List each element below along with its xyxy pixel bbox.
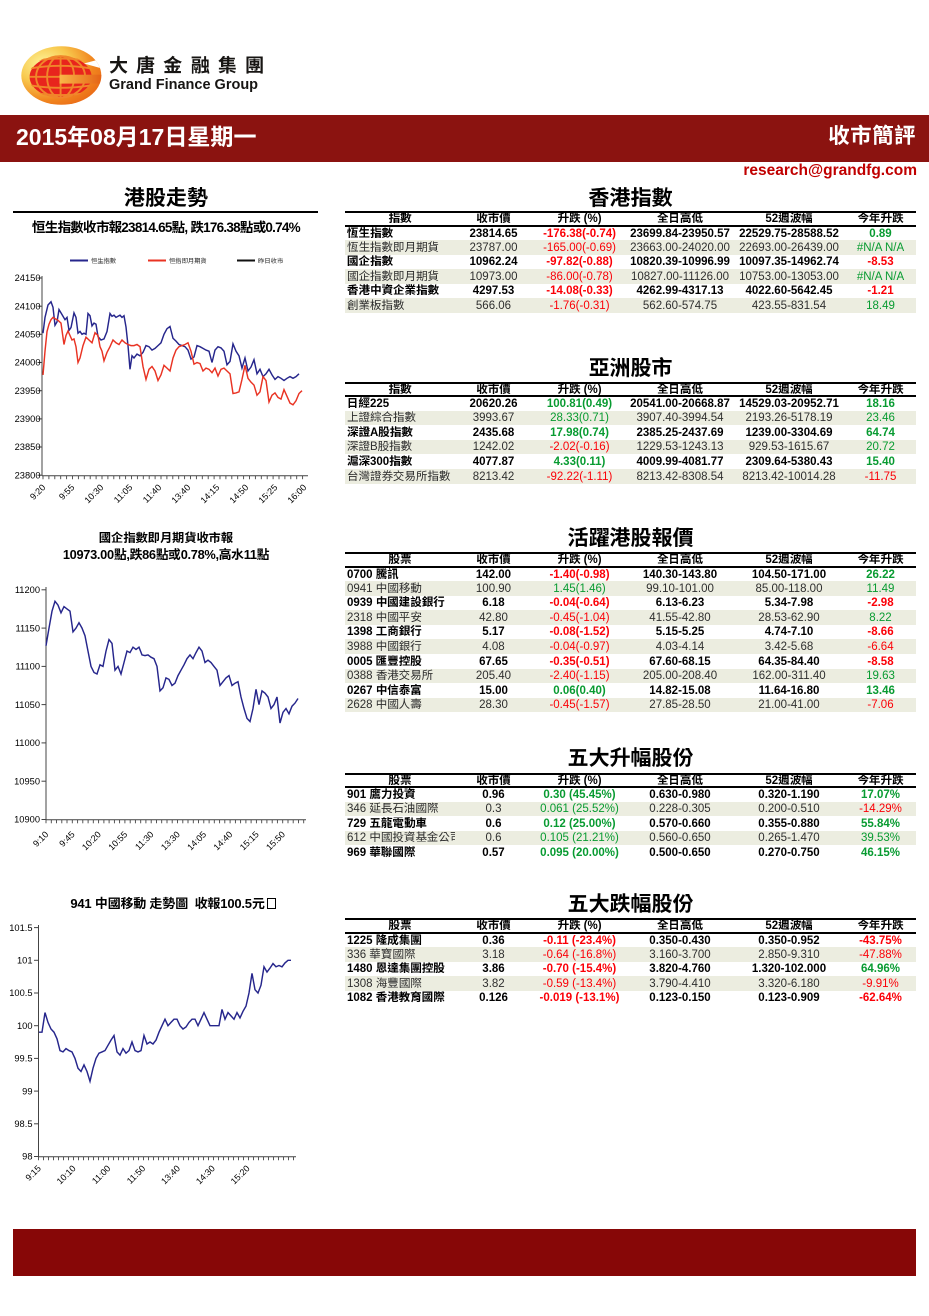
- svg-text:15:20: 15:20: [227, 1162, 252, 1187]
- svg-text:23800: 23800: [15, 467, 41, 481]
- svg-text:9:45: 9:45: [56, 828, 78, 850]
- svg-text:10:20: 10:20: [79, 828, 104, 853]
- svg-text:24150: 24150: [15, 270, 41, 284]
- svg-text:100: 100: [17, 1018, 33, 1032]
- svg-text:11050: 11050: [15, 697, 40, 711]
- svg-text:11100: 11100: [16, 659, 40, 673]
- svg-text:13:30: 13:30: [157, 828, 182, 853]
- svg-text:99.5: 99.5: [14, 1051, 32, 1065]
- svg-text:14:15: 14:15: [197, 481, 222, 506]
- svg-text:11:40: 11:40: [139, 481, 164, 506]
- svg-text:23950: 23950: [15, 383, 41, 397]
- svg-text:15:50: 15:50: [263, 828, 288, 853]
- svg-text:14:40: 14:40: [210, 828, 235, 853]
- svg-text:23850: 23850: [15, 439, 41, 453]
- svg-text:10:30: 10:30: [81, 481, 106, 506]
- svg-text:11200: 11200: [15, 582, 40, 596]
- svg-text:11:50: 11:50: [123, 1162, 148, 1187]
- svg-text:10:55: 10:55: [105, 828, 130, 853]
- svg-text:13:40: 13:40: [168, 481, 193, 506]
- svg-text:101.5: 101.5: [9, 920, 32, 934]
- svg-text:24050: 24050: [15, 327, 41, 341]
- svg-text:11:30: 11:30: [132, 828, 157, 853]
- svg-text:15:15: 15:15: [236, 828, 261, 853]
- svg-text:11:05: 11:05: [110, 481, 135, 506]
- svg-text:9:20: 9:20: [27, 481, 49, 503]
- svg-text:10950: 10950: [14, 773, 40, 787]
- svg-text:98: 98: [22, 1149, 32, 1163]
- svg-text:11000: 11000: [15, 735, 40, 749]
- svg-text:24100: 24100: [15, 298, 41, 312]
- svg-text:恒指即月期貨: 恒指即月期貨: [169, 256, 207, 265]
- svg-text:15:25: 15:25: [255, 481, 280, 506]
- svg-text:昨日收市: 昨日收市: [258, 256, 284, 265]
- svg-text:23900: 23900: [15, 411, 41, 425]
- svg-text:101: 101: [17, 953, 33, 967]
- svg-text:9:15: 9:15: [22, 1162, 44, 1184]
- svg-text:16:00: 16:00: [284, 481, 309, 506]
- svg-text:13:40: 13:40: [158, 1162, 183, 1187]
- svg-text:10:10: 10:10: [53, 1162, 78, 1187]
- svg-text:恒生指數: 恒生指數: [91, 256, 117, 265]
- svg-text:14:50: 14:50: [226, 481, 251, 506]
- svg-text:100.5: 100.5: [9, 985, 32, 999]
- svg-text:9:10: 9:10: [30, 828, 52, 850]
- svg-text:99: 99: [22, 1083, 32, 1097]
- svg-text:24000: 24000: [15, 355, 41, 369]
- svg-text:98.5: 98.5: [14, 1116, 32, 1130]
- svg-text:14:05: 14:05: [184, 828, 209, 853]
- svg-text:14:30: 14:30: [192, 1162, 217, 1187]
- svg-text:11:00: 11:00: [89, 1162, 114, 1187]
- svg-text:9:55: 9:55: [56, 481, 78, 503]
- svg-text:10900: 10900: [14, 812, 40, 826]
- svg-text:11150: 11150: [16, 620, 40, 634]
